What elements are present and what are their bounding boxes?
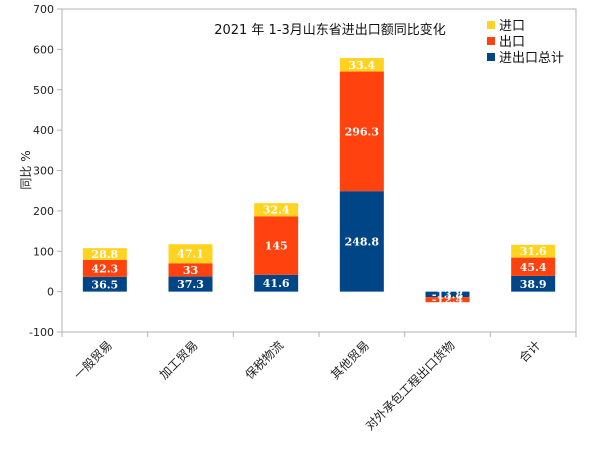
bar-segment	[339, 71, 384, 192]
data-label: -13.8	[432, 288, 464, 301]
chart-title: 2021 年 1-3月山东省进出口额同比变化	[214, 22, 446, 38]
y-axis: -100 0 100 200 300 400 500 600 700	[29, 3, 62, 339]
bar-segment	[82, 248, 127, 260]
bar-segment	[425, 297, 470, 303]
x-category-label: 一般贸易	[70, 338, 115, 383]
bar-segment	[511, 244, 556, 258]
bar-segment	[511, 275, 556, 292]
y-tick-label: -100	[29, 326, 54, 339]
y-tick-label: 0	[47, 286, 54, 299]
x-category-label: 加工贸易	[157, 338, 201, 382]
y-axis-label: 同比 %	[19, 150, 33, 189]
bar-segment	[339, 191, 384, 292]
data-label: 33.4	[348, 59, 375, 72]
y-tick-label: 300	[33, 165, 54, 178]
data-label: 42.3	[91, 262, 118, 275]
legend-label: 出口	[499, 35, 525, 50]
legend-label: 进出口总计	[499, 51, 564, 66]
y-tick-label: 700	[33, 3, 54, 16]
data-labels: 36.5 42.328.8 37.333 47.1 41.6 145 32.4 248.8 29…	[91, 59, 546, 307]
bar-segment	[82, 276, 127, 292]
data-label: 41.6	[263, 277, 290, 290]
bar-segment	[339, 58, 384, 72]
legend-swatch	[487, 21, 495, 29]
bar-segment	[425, 291, 470, 298]
y-tick-label: 600	[33, 43, 54, 56]
legend-swatch	[487, 37, 495, 45]
x-category-label: 合计	[516, 338, 544, 366]
bar-segment	[254, 203, 299, 217]
data-label: -12.4	[432, 294, 464, 307]
data-label: 145	[265, 240, 288, 253]
data-label: 36.5	[91, 278, 118, 291]
data-label: 33	[183, 264, 198, 277]
data-label: 28.8	[91, 248, 118, 261]
data-label: 38.9	[520, 278, 547, 291]
bar-segment	[168, 263, 213, 277]
y-tick-label: 500	[33, 84, 54, 97]
bar-segment	[82, 259, 127, 277]
bar-segment	[168, 276, 213, 292]
bar-segment	[254, 216, 299, 275]
legend-label: 进口	[499, 19, 525, 34]
y-tick-label: 200	[33, 205, 54, 218]
data-label: 47.1	[177, 248, 204, 261]
data-label: 37.3	[177, 278, 204, 291]
x-category-label: 保税物流	[242, 338, 286, 382]
data-label: 31.6	[520, 245, 547, 258]
bar-segment	[254, 274, 299, 292]
data-label: 296.3	[345, 125, 379, 138]
data-label: 32.4	[263, 204, 290, 217]
bar-segment	[511, 257, 556, 276]
y-tick-label: 400	[33, 124, 54, 137]
x-category-label: 其他贸易	[328, 338, 372, 382]
x-category-label: 对外承包工程出口货物	[362, 338, 457, 433]
bar-segment	[168, 244, 213, 264]
data-label: 248.8	[345, 235, 380, 248]
data-label: 45.4	[520, 261, 547, 274]
y-tick-label: 100	[33, 245, 54, 258]
legend-swatch	[487, 53, 495, 61]
bars	[82, 58, 556, 303]
